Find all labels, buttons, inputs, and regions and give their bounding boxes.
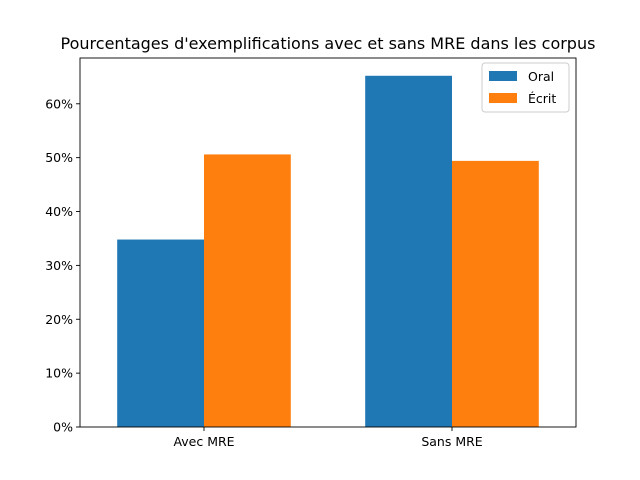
plot-frame xyxy=(79,57,577,428)
bars-group xyxy=(117,75,539,428)
legend: Oral Écrit xyxy=(481,62,570,113)
legend-label-oral: Oral xyxy=(528,69,554,84)
bar-crit-0 xyxy=(204,154,291,428)
y-tick-label: 30% xyxy=(45,258,73,273)
y-tick-label: 20% xyxy=(45,312,73,327)
x-tick-label: Sans MRE xyxy=(421,434,482,449)
bar-oral-0 xyxy=(117,239,204,427)
bar-crit-1 xyxy=(452,160,539,428)
axes-group: 0% 10% 20% 30% 40% 50% 60% Avec MRE Sans MRE xyxy=(45,57,577,449)
y-tick-label: 60% xyxy=(45,96,73,111)
chart-title: Pourcentages d'exemplifications avec et … xyxy=(61,34,596,53)
legend-swatch-oral xyxy=(489,71,517,81)
y-tick-label: 0% xyxy=(53,420,73,435)
y-tick-label: 10% xyxy=(45,366,73,381)
y-tick-label: 50% xyxy=(45,150,73,165)
legend-label-crit: Écrit xyxy=(528,91,556,106)
legend-swatch-crit xyxy=(489,93,517,103)
x-tick-label: Avec MRE xyxy=(173,434,234,449)
y-tick-label: 40% xyxy=(45,204,73,219)
bar-oral-1 xyxy=(365,75,452,427)
